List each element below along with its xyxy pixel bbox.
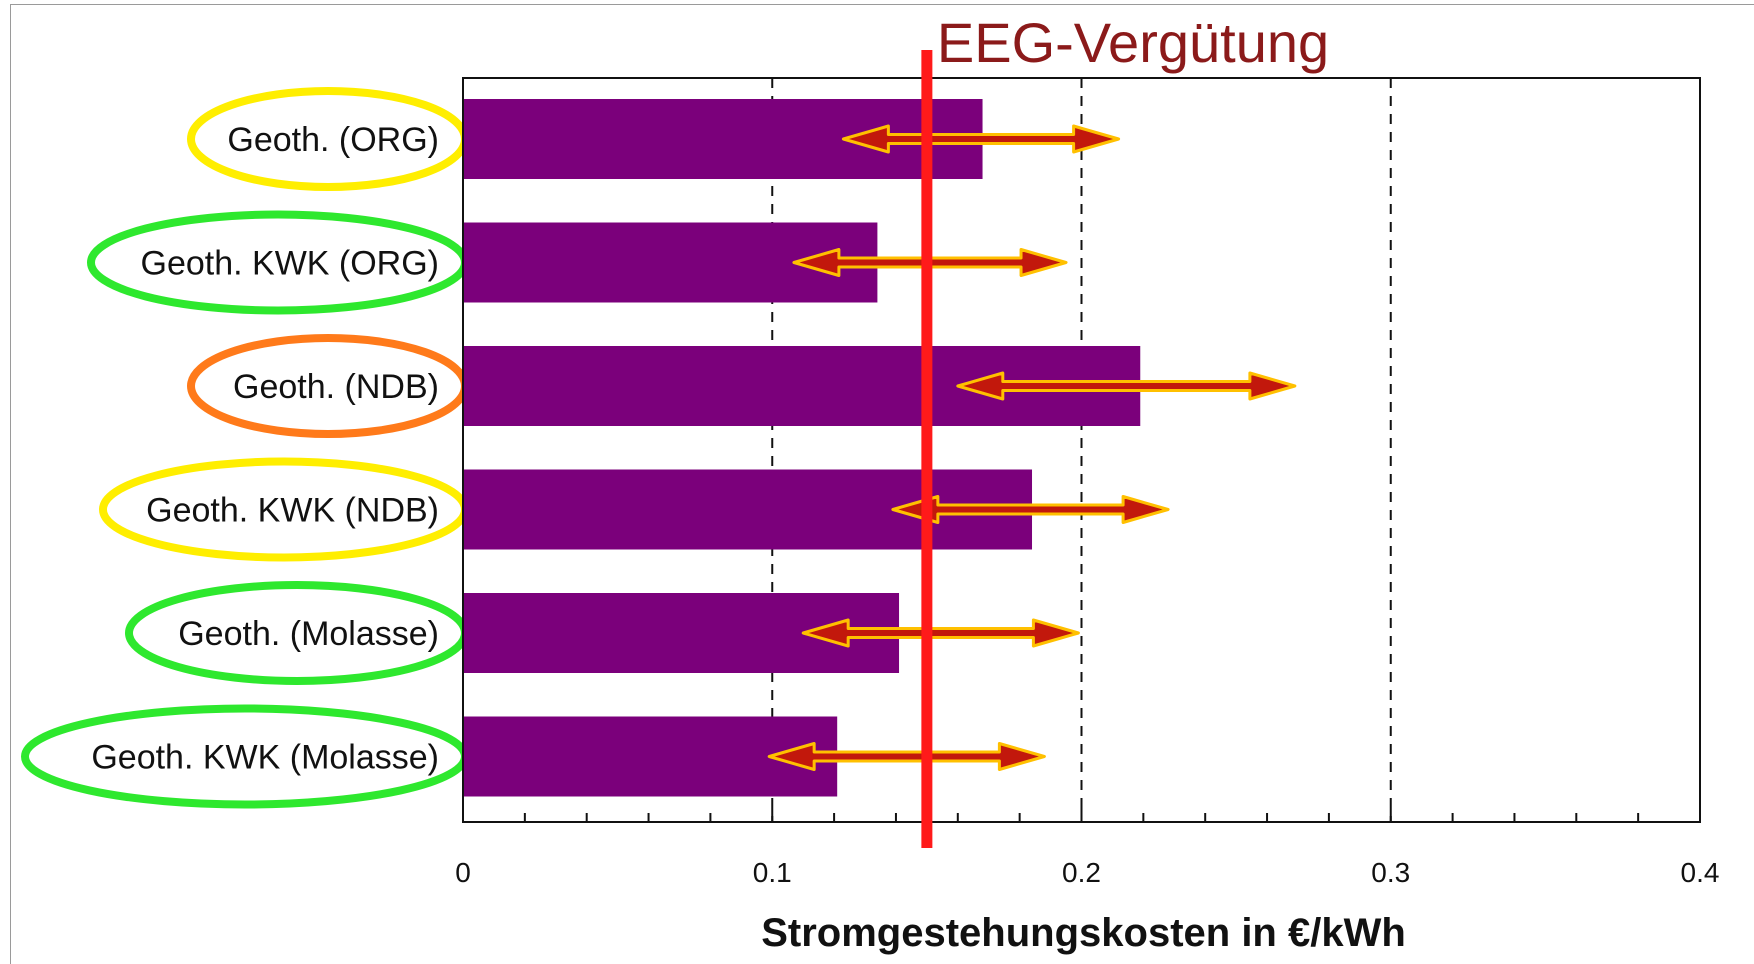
category-label: Geoth. (ORG) [227, 121, 439, 159]
range-arrow [841, 124, 1121, 154]
x-tick-label: 0.4 [1681, 857, 1720, 888]
category-label: Geoth. KWK (ORG) [141, 245, 440, 283]
category-label: Geoth. KWK (Molasse) [91, 739, 439, 777]
x-tick-label: 0.3 [1371, 857, 1410, 888]
range-arrow [956, 371, 1297, 401]
x-tick-label: 0 [455, 857, 471, 888]
x-tick-label: 0.2 [1062, 857, 1101, 888]
category-label: Geoth. KWK (NDB) [146, 492, 439, 530]
slide-frame [10, 4, 1754, 964]
range-arrow [891, 495, 1170, 524]
range-arrow [801, 618, 1080, 648]
category-label: Geoth. (Molasse) [178, 615, 439, 653]
eeg-reference-label: EEG-Vergütung [937, 11, 1329, 74]
category-label: Geoth. (NDB) [233, 368, 439, 406]
x-tick-label: 0.1 [753, 857, 792, 888]
range-arrow [767, 742, 1046, 771]
x-axis-label: Stromgestehungskosten in €/kWh [761, 911, 1406, 955]
